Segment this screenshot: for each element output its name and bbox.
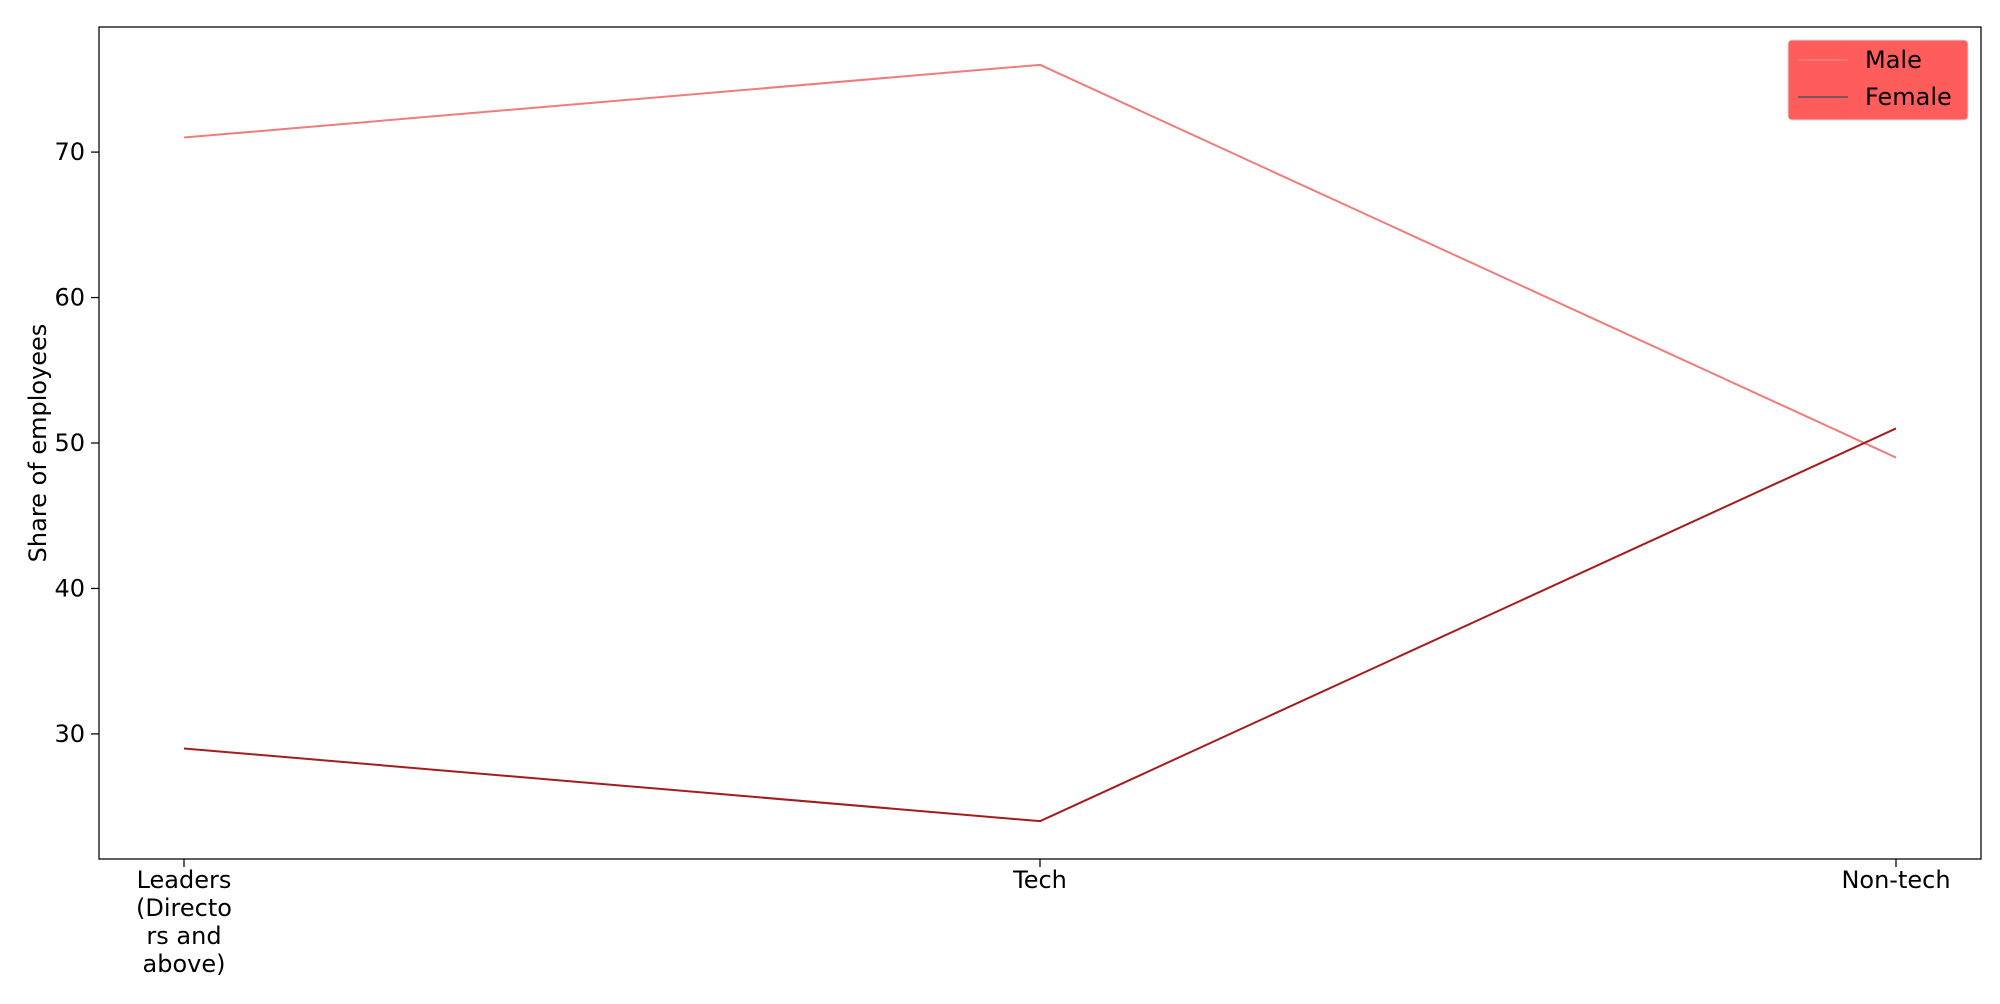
x-tick-label-line: (Directo	[136, 894, 232, 922]
series-line-male	[184, 65, 1896, 458]
y-tick-label: 60	[54, 284, 85, 312]
x-tick-label-line: Non-tech	[1841, 866, 1950, 894]
x-tick-label: Tech	[1012, 866, 1067, 894]
x-tick-label-line: rs and	[146, 922, 221, 950]
legend: Male Female	[1788, 40, 1968, 120]
x-tick-label-line: above)	[143, 950, 226, 978]
y-tick-label: 70	[54, 138, 85, 166]
x-tick-label: Non-tech	[1841, 866, 1950, 894]
x-tick-label-line: Leaders	[137, 866, 232, 894]
y-tick-label: 40	[54, 574, 85, 602]
y-axis-label: Share of employees	[24, 324, 52, 563]
series-layer	[184, 65, 1896, 821]
x-tick-label-line: Tech	[1012, 866, 1067, 894]
y-axis: 30 40 50 60 70	[54, 138, 99, 748]
legend-label-female: Female	[1865, 83, 1952, 111]
series-line-female	[184, 428, 1896, 821]
plot-frame	[99, 27, 1981, 859]
legend-label-male: Male	[1865, 46, 1922, 74]
y-tick-label: 30	[54, 720, 85, 748]
y-tick-label: 50	[54, 429, 85, 457]
